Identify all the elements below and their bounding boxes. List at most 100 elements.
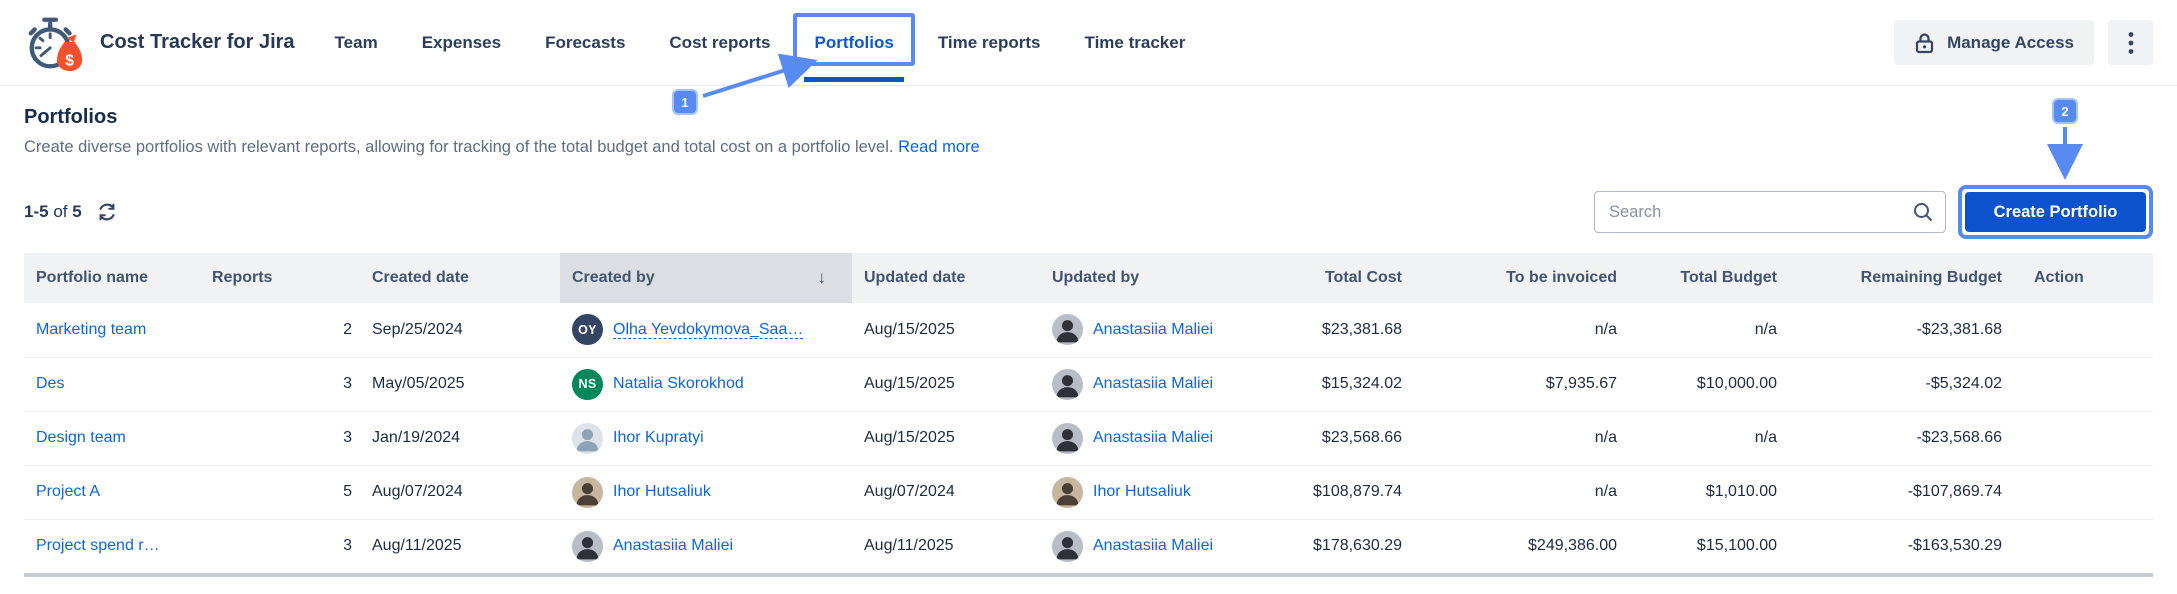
created-by-link[interactable]: Olha Yevdokymova_Saa… [613,320,804,338]
created-date: Aug/11/2025 [372,537,462,555]
col-header-total-cost[interactable]: Total Cost [1300,253,1410,303]
table-bottom-scrollbar[interactable] [24,573,2153,577]
page-description: Create diverse portfolios with relevant … [24,138,2153,157]
more-options-button[interactable] [2108,20,2153,65]
updated-date: Aug/07/2024 [852,465,1040,520]
user-avatar: OY [572,314,603,346]
nav-tab-team[interactable]: Team [334,32,378,52]
user-avatar [1052,530,1083,562]
nav-tab-cost-reports[interactable]: Cost reports [669,32,771,52]
create-portfolio-button[interactable]: Create Portfolio [1965,192,2146,232]
brand: $ Cost Tracker for Jira [24,12,295,74]
portfolio-name-link[interactable]: Project A [36,483,101,500]
to-be-invoiced: $7,935.67 [1410,357,1625,412]
nav-tab-forecasts[interactable]: Forecasts [545,32,626,52]
nav-tab-expenses[interactable]: Expenses [421,32,502,52]
action-cell [2010,357,2153,412]
updated-date: Aug/15/2025 [852,303,1040,358]
col-header-created-by-label: Created by [572,269,655,286]
created-date: May/05/2025 [360,357,560,412]
reports-count: 3 [343,537,352,555]
updated-by-link[interactable]: Anastasiia Maliei [1093,320,1214,338]
updated-date: Aug/15/2025 [852,411,1040,466]
user-avatar [572,476,603,508]
col-header-to-be-invoiced[interactable]: To be invoiced [1410,253,1625,303]
col-header-created-date[interactable]: Created date [360,253,560,303]
created-date: Aug/07/2024 [360,465,560,520]
created-by-link[interactable]: Natalia Skorokhod [613,375,744,392]
user-avatar [1052,476,1083,508]
total-cost: $15,324.02 [1300,357,1410,412]
remaining-budget: -$107,869.74 [1785,465,2010,520]
col-header-created-by[interactable]: Created by ↓ [560,253,852,303]
page-title: Portfolios [24,106,118,128]
active-tab-indicator [804,77,905,82]
updated-by-link[interactable]: Ihor Hutsaliuk [1093,483,1191,500]
col-header-updated-by[interactable]: Updated by [1040,253,1300,303]
to-be-invoiced: n/a [1410,465,1625,520]
nav-tab-time-reports[interactable]: Time reports [937,32,1041,52]
updated-by-link[interactable]: Anastasiia Maliei [1093,375,1214,392]
col-header-remaining-budget[interactable]: Remaining Budget [1785,253,2010,303]
created-by-link[interactable]: Ihor Kupratyi [613,429,704,446]
app-title: Cost Tracker for Jira [100,31,295,53]
portfolio-name-link[interactable]: Des [36,375,65,392]
search-icon [1912,201,1934,223]
col-header-reports[interactable]: Reports [200,253,360,303]
count-of: of [53,202,68,221]
nav-tab-portfolios[interactable]: Portfolios [793,0,915,85]
total-budget: $10,000.00 [1625,357,1785,412]
total-budget: $1,010.00 [1625,465,1785,520]
sort-descending-icon: ↓ [817,268,827,287]
col-header-action: Action [2010,253,2153,303]
action-cell [2010,465,2153,520]
count-total: 5 [72,202,82,221]
updated-by-link[interactable]: Anastasiia Maliei [1093,429,1214,446]
remaining-budget: -$5,324.02 [1785,357,2010,412]
main-nav: Team Expenses Forecasts Cost reports Por… [334,0,1186,85]
portfolio-name-link[interactable]: Design team [36,429,126,446]
nav-tab-portfolios-label: Portfolios [814,32,894,52]
portfolios-page: Portfolios Create diverse portfolios wit… [0,106,2177,577]
user-avatar [1052,422,1083,454]
action-cell [2010,411,2153,466]
search-input[interactable] [1594,191,1946,233]
action-cell [2010,303,2153,358]
table-row: Des 3 May/05/2025 NS Natalia Skorokhod A… [24,357,2153,412]
table-row: Project spend r… 3 Aug/11/2025 Anastasii… [24,519,2153,573]
to-be-invoiced: n/a [1410,411,1625,466]
updated-date: Aug/15/2025 [852,357,1040,412]
remaining-budget: -$163,530.29 [1907,537,2002,555]
reports-count: 5 [200,465,360,520]
portfolios-table: Portfolio name Reports Created date Crea… [24,253,2153,573]
user-avatar: NS [572,368,603,400]
reports-count: 3 [200,357,360,412]
read-more-link[interactable]: Read more [898,138,980,156]
portfolio-name-link[interactable]: Marketing team [36,320,147,338]
action-cell [2010,519,2153,573]
created-date: Jan/19/2024 [360,411,560,466]
col-header-portfolio-name[interactable]: Portfolio name [24,253,200,303]
nav-tab-time-tracker[interactable]: Time tracker [1084,32,1186,52]
created-by-link[interactable]: Anastasiia Maliei [613,537,734,555]
top-actions: Manage Access [1894,20,2153,65]
svg-text:$: $ [65,52,74,69]
updated-by-link[interactable]: Anastasiia Maliei [1093,537,1214,555]
annotation-highlight-box-2: Create Portfolio [1958,185,2153,239]
manage-access-label: Manage Access [1947,32,2074,52]
manage-access-button[interactable]: Manage Access [1894,20,2094,65]
total-cost: $108,879.74 [1300,465,1410,520]
table-toolbar: 1-5 of 5 [24,183,2153,241]
col-header-total-budget[interactable]: Total Budget [1625,253,1785,303]
col-header-updated-date[interactable]: Updated date [852,253,1040,303]
portfolio-name-link[interactable]: Project spend r… [36,537,160,555]
created-by-link[interactable]: Ihor Hutsaliuk [613,483,711,500]
count-range: 1-5 [24,202,49,221]
total-budget: n/a [1625,303,1785,358]
total-budget: n/a [1625,411,1785,466]
table-header-row: Portfolio name Reports Created date Crea… [24,253,2153,303]
total-cost: $23,381.68 [1300,303,1410,358]
refresh-icon[interactable] [96,201,118,223]
user-avatar [1052,314,1083,346]
